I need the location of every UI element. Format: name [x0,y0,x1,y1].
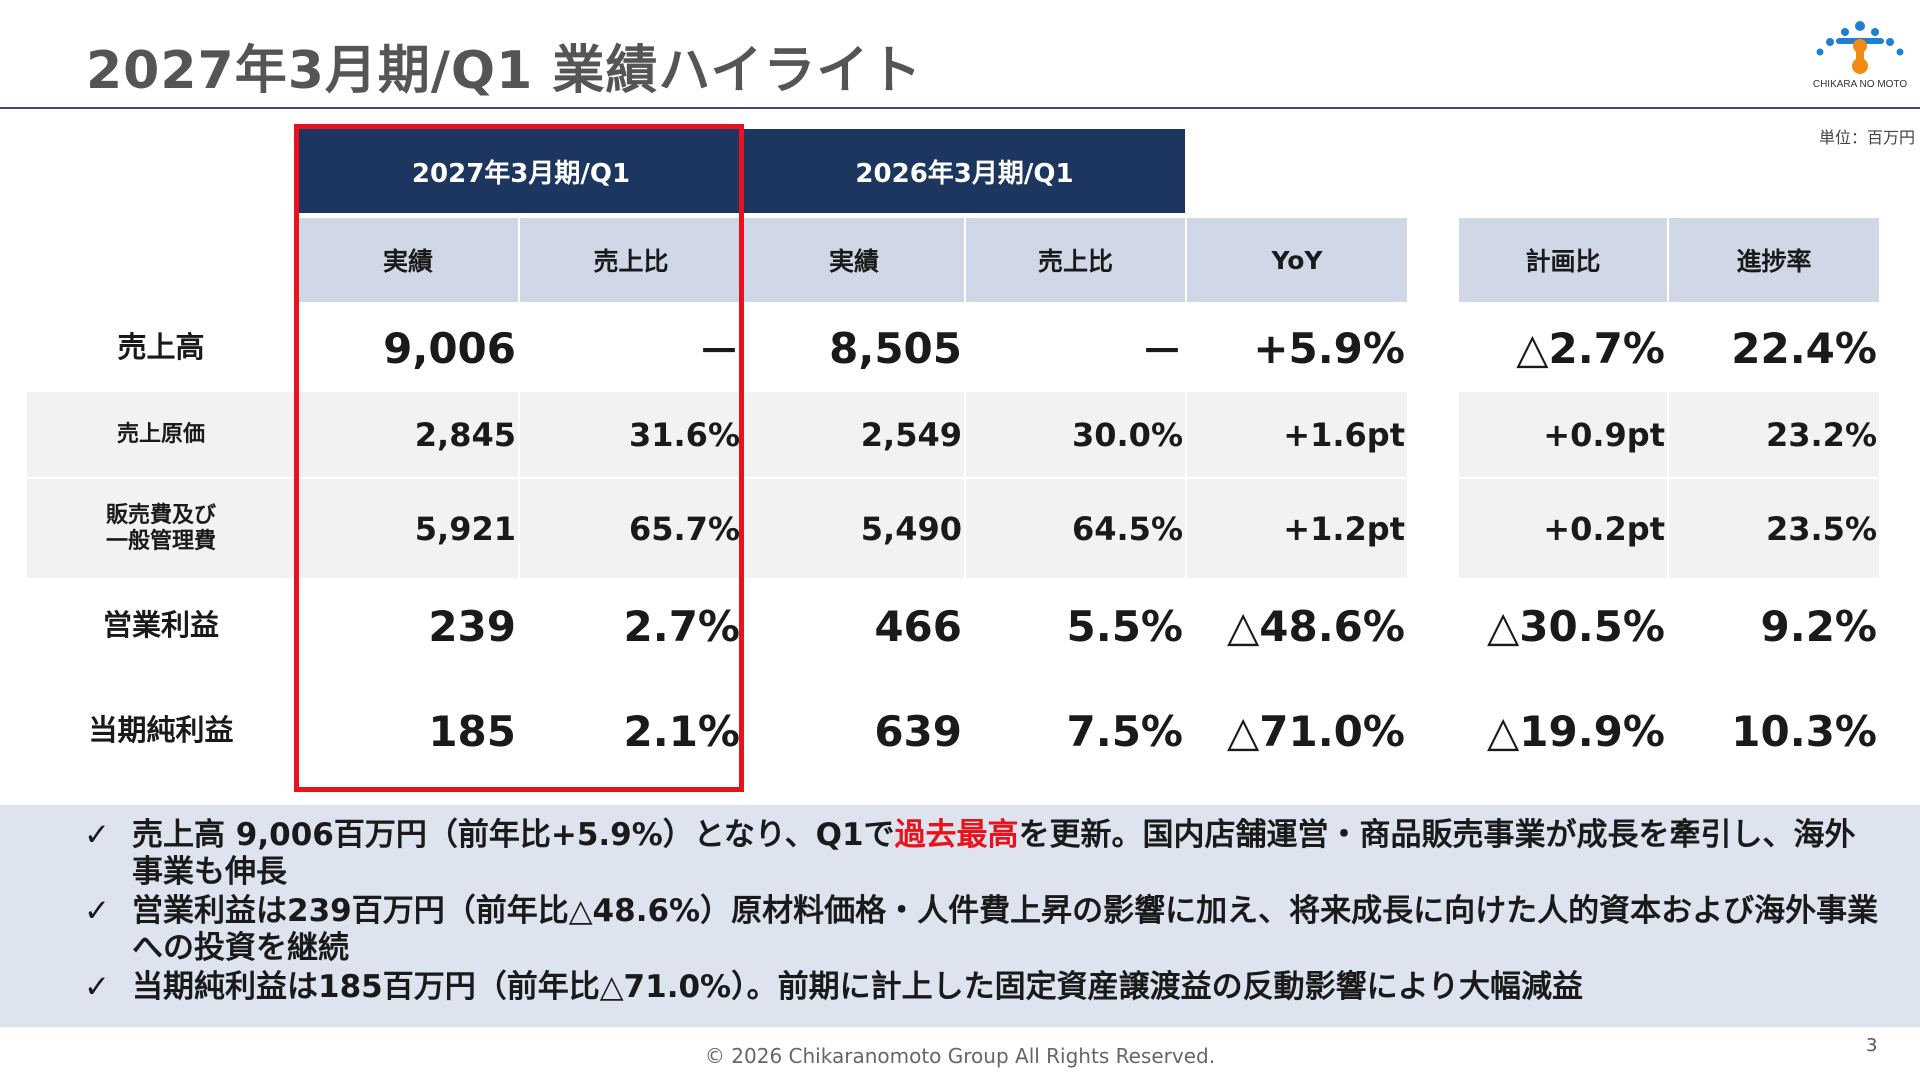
col-header-yoy: YoY [1187,218,1407,302]
cell-op-current-ratio: 2.7% [623,601,740,651]
cell-ni-progress: 10.3% [1731,706,1877,756]
cell-ni-current-ratio: 2.1% [623,706,740,756]
cell-ni-prior-ratio: 7.5% [1066,706,1183,756]
cell-sales-plan: △2.7% [1516,323,1665,373]
cell-ni-plan: △19.9% [1486,706,1665,756]
logo-wordmark: CHIKARA NO MOTO [1812,79,1908,90]
summary-bullet-sales: ✓ 売上高 9,006百万円（前年比+5.9%）となり、Q1で過去最高を更新。国… [84,817,1884,891]
row-band [1459,479,1879,578]
col-header-prior-ratio: 売上比 [966,218,1185,302]
col-header-prior-actual: 実績 [744,218,964,302]
bullet-operating-text: 営業利益は239百万円（前年比△48.6%）原材料価格・人件費上昇の影響に加え、… [132,893,1879,966]
cell-cogs-prior-actual: 2,549 [860,415,962,454]
cell-sales-prior-actual: 8,505 [829,323,962,373]
check-icon: ✓ [84,893,110,929]
cell-sales-current-actual: 9,006 [383,323,516,373]
unit-label: 単位：百万円 [1818,128,1915,147]
col-header-plan: 計画比 [1459,218,1667,302]
cell-sales-prior-ratio: － [1140,326,1183,376]
summary-bullet-operating: ✓ 営業利益は239百万円（前年比△48.6%）原材料価格・人件費上昇の影響に加… [84,893,1884,967]
cell-op-plan: △30.5% [1486,601,1665,651]
col-header-current-ratio: 売上比 [520,218,742,302]
row-band [1459,392,1879,477]
cell-ni-prior-actual: 639 [874,706,962,756]
period-header-current: 2027年3月期/Q1 [298,129,744,213]
cell-sga-prior-ratio: 64.5% [1071,509,1183,548]
cell-cogs-prior-ratio: 30.0% [1071,415,1183,454]
row-label-net-income: 当期純利益 [88,713,234,748]
cell-sales-current-ratio: － [697,326,740,376]
summary-panel: ✓ 売上高 9,006百万円（前年比+5.9%）となり、Q1で過去最高を更新。国… [0,805,1920,1027]
cell-sales-progress: 22.4% [1731,323,1877,373]
cell-sga-plan: +0.2pt [1543,509,1665,548]
col-header-current-actual: 実績 [298,218,518,302]
cell-op-progress: 9.2% [1760,601,1877,651]
cell-cogs-current-actual: 2,845 [414,415,516,454]
row-label-sga-line2: 一般管理費 [105,528,216,554]
row-label-operating-profit: 営業利益 [102,608,219,643]
cell-cogs-current-ratio: 31.6% [628,415,740,454]
copyright-footer: © 2026 Chikaranomoto Group All Rights Re… [704,1044,1216,1068]
cell-ni-current-actual: 185 [428,706,516,756]
row-label-cogs: 売上原価 [116,421,205,447]
column-separator [964,392,966,578]
cell-sga-prior-actual: 5,490 [860,509,962,548]
bullet-sales-text-post: を更新。国内店舗運営・商品販売事業が成長を牽引し、海外事業も伸長 [132,817,1856,890]
cell-op-prior-actual: 466 [874,601,962,651]
cell-sga-yoy: +1.2pt [1283,509,1405,548]
cell-ni-yoy: △71.0% [1226,706,1405,756]
row-label-sales: 売上高 [117,330,205,365]
cell-cogs-yoy: +1.6pt [1283,415,1405,454]
cell-cogs-progress: 23.2% [1765,415,1877,454]
row-band [27,479,1407,578]
cell-sga-current-actual: 5,921 [414,509,516,548]
row-label-sga: 販売費及び 一般管理費 [27,479,295,578]
company-logo-icon [1816,21,1904,74]
column-separator [1185,392,1187,578]
page-title: 2027年3月期/Q1 業績ハイライト [86,41,923,101]
cell-op-yoy: △48.6% [1226,601,1405,651]
row-label-sga-line1: 販売費及び [105,503,216,529]
cell-cogs-plan: +0.9pt [1543,415,1665,454]
bullet-net-income-text: 当期純利益は185百万円（前年比△71.0%）。前期に計上した固定資産譲渡益の反… [132,969,1583,1005]
column-separator [1667,392,1669,578]
cell-sga-progress: 23.5% [1765,509,1877,548]
bullet-sales-emphasis: 過去最高 [894,817,1019,853]
cell-op-current-actual: 239 [428,601,516,651]
cell-op-prior-ratio: 5.5% [1066,601,1183,651]
summary-bullet-net-income: ✓ 当期純利益は185百万円（前年比△71.0%）。前期に計上した固定資産譲渡益… [84,969,1884,1006]
cell-sales-yoy: +5.9% [1253,323,1405,373]
col-header-progress: 進捗率 [1669,218,1879,302]
period-header-prior: 2026年3月期/Q1 [744,129,1185,213]
check-icon: ✓ [84,817,110,853]
row-band [27,392,1407,477]
column-separator [518,392,520,578]
title-divider [0,107,1920,109]
check-icon: ✓ [84,969,110,1005]
page-number: 3 [1866,1035,1878,1056]
bullet-sales-text-pre: 売上高 9,006百万円（前年比+5.9%）となり、Q1で [132,817,895,853]
cell-sga-current-ratio: 65.7% [628,509,740,548]
